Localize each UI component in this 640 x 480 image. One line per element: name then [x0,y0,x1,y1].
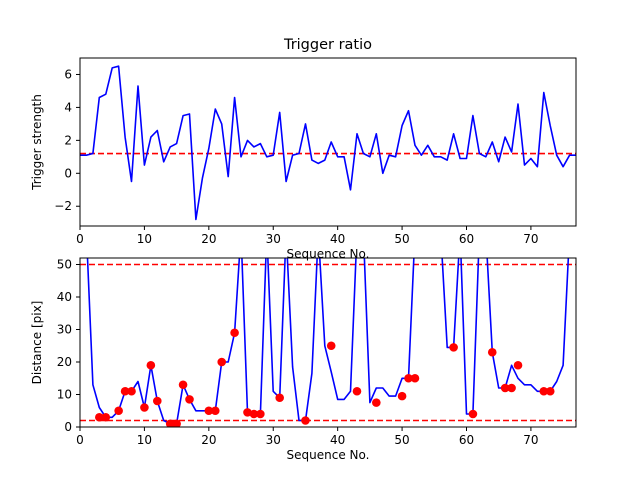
y-tick-label: 30 [57,323,72,337]
data-point [243,408,252,417]
series-line [86,258,570,425]
data-point [230,328,239,338]
x-axis-label: Sequence No. [287,448,370,462]
data-point [140,403,149,412]
data-point [449,343,458,352]
data-point [397,391,407,401]
data-point [301,416,310,425]
data-point [217,357,227,367]
data-point [185,395,194,404]
data-point [95,412,104,422]
series-line [80,65,576,221]
y-tick-label: 10 [57,388,72,402]
data-point [539,386,549,396]
x-tick-label: 30 [266,433,281,447]
data-point [275,393,284,403]
x-tick-label: 0 [76,232,84,246]
y-axis-label: Distance [pix] [30,301,44,385]
data-point [352,386,362,396]
y-axis-label: Trigger strength [30,94,44,191]
data-point [372,398,381,407]
x-tick-label: 10 [137,232,152,246]
x-tick-label: 20 [201,433,216,447]
x-tick-label: 30 [266,232,281,246]
chart-title: Trigger ratio [283,37,372,53]
y-tick-label: 4 [64,100,72,114]
data-point [507,383,516,393]
chart-2: 0 10 20 30 40 50 60 70 0 10 20 30 40 50 Sequence No. Di… [30,257,577,462]
data-point [204,406,214,416]
data-point [500,383,510,393]
y-tick-label: 6 [64,67,72,81]
x-tick-label: 20 [201,232,216,246]
x-axis-label: Sequence No. [287,247,370,261]
x-tick-label: 10 [137,433,152,447]
x-tick-label: 60 [459,232,474,246]
x-tick-label: 50 [394,433,409,447]
data-point [172,419,181,427]
axes-frame [79,257,577,428]
data-point [326,341,336,351]
data-point [545,386,555,396]
data-point [256,409,265,419]
data-point [120,386,130,396]
x-tick-label: 50 [394,232,409,246]
y-tick-label: 50 [57,258,72,272]
data-point [404,373,413,383]
axes-frame [79,57,577,227]
data-point [178,380,188,390]
data-point [410,373,420,383]
data-point [146,360,156,370]
y-tick-label: 2 [64,133,72,147]
data-point [487,347,497,357]
y-tick-label: 20 [57,355,72,369]
x-tick-label: 0 [76,433,84,447]
data-point [513,360,523,370]
data-point [210,406,220,416]
y-tick-label: −2 [54,199,72,213]
plot-area [80,65,576,221]
plot-area [80,258,576,427]
y-tick-label: 0 [64,420,72,434]
y-tick-label: 0 [64,166,72,180]
data-point [101,412,111,422]
data-point [152,396,162,406]
data-point [468,409,478,419]
data-point [127,386,136,396]
x-tick-label: 60 [459,433,474,447]
data-point [114,406,123,416]
y-tick-label: 40 [57,290,72,304]
x-tick-label: 40 [330,433,345,447]
x-tick-label: 70 [523,232,538,246]
data-point [165,419,175,427]
x-tick-label: 70 [523,433,538,447]
data-point [249,409,259,419]
chart-1: 0 10 20 30 40 50 60 70 −2 0 2 4 6 Trigger ratio Sequen… [30,37,577,261]
x-tick-label: 40 [330,232,345,246]
